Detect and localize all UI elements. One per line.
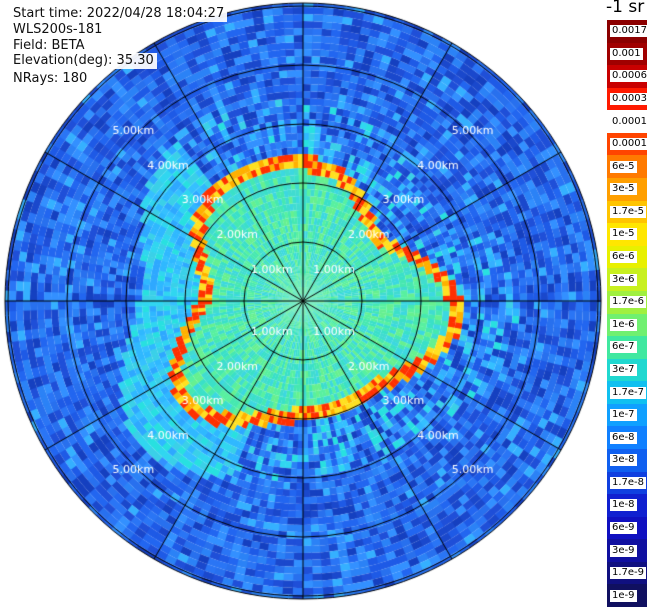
colorbar-swatch: 1e-9 — [607, 584, 647, 607]
colorbar-label: 1.7e-9 — [610, 567, 647, 580]
colorbar-label: 1.7e-5 — [610, 205, 647, 218]
colorbar-label: 0.0017 — [610, 25, 647, 38]
colorbar-label: 3e-6 — [610, 273, 637, 286]
colorbar-swatch: 1.7e-8 — [607, 471, 647, 495]
colorbar-swatch: 6e-9 — [607, 516, 647, 540]
colorbar-swatch: 6e-6 — [607, 245, 647, 269]
colorbar-swatch: 1.7e-5 — [607, 200, 647, 224]
colorbar-label: 1.7e-6 — [610, 296, 647, 309]
colorbar-label: 1e-7 — [610, 409, 637, 422]
colorbar-label: 1.7e-8 — [610, 476, 647, 489]
colorbar-swatch: 1.7e-7 — [607, 381, 647, 405]
colorbar-swatch: 1e-5 — [607, 223, 647, 247]
colorbar-swatch: 1.7e-9 — [607, 561, 647, 585]
colorbar-swatch: 0.001 — [607, 42, 647, 66]
colorbar-label: 6e-7 — [610, 341, 637, 354]
colorbar-swatch: 3e-6 — [607, 268, 647, 292]
colorbar-swatch: 6e-7 — [607, 336, 647, 360]
colorbar-swatch: 6e-5 — [607, 155, 647, 179]
colorbar-label: 1.7e-7 — [610, 386, 647, 399]
colorbar-swatch: 0.0003 — [607, 87, 647, 111]
colorbar-label: 6e-5 — [610, 160, 637, 173]
colorbar-label: 3e-5 — [610, 183, 637, 196]
colorbar: 0.0017 0.001 0.0006 0.0003 0.00017 0.0001 6e-5… — [607, 20, 647, 607]
colorbar-swatch: 1e-7 — [607, 403, 647, 427]
colorbar-swatch: 3e-8 — [607, 448, 647, 473]
colorbar-swatch: 0.0017 — [607, 20, 647, 44]
colorbar-label: 1e-6 — [610, 318, 637, 331]
colorbar-swatch: 1.7e-6 — [607, 290, 647, 314]
nrays-label: NRays: 180 — [10, 71, 91, 87]
colorbar-label: 0.00017 — [610, 115, 647, 128]
colorbar-swatch: 0.00017 — [607, 110, 647, 134]
colorbar-swatch: 1e-6 — [607, 313, 647, 337]
elevation-label: Elevation(deg): 35.30 — [10, 53, 157, 69]
colorbar-label: 6e-6 — [610, 251, 637, 264]
start-time-label: Start time: 2022/04/28 18:04:27 — [10, 6, 228, 22]
colorbar-label: 6e-8 — [610, 431, 637, 444]
colorbar-swatch: 3e-7 — [607, 358, 647, 382]
colorbar-title: -1 sr — [606, 0, 645, 17]
colorbar-label: 1e-5 — [610, 228, 637, 241]
colorbar-swatch: 0.0006 — [607, 65, 647, 89]
colorbar-swatch: 3e-5 — [607, 178, 647, 202]
colorbar-swatch: 6e-8 — [607, 426, 647, 450]
instrument-label: WLS200s-181 — [10, 22, 106, 38]
colorbar-label: 0.0001 — [610, 138, 647, 151]
colorbar-swatch: 3e-9 — [607, 539, 647, 563]
field-label: Field: BETA — [10, 38, 88, 54]
colorbar-label: 0.0006 — [610, 70, 647, 83]
colorbar-label: 1e-9 — [610, 589, 637, 602]
colorbar-label: 3e-8 — [610, 454, 637, 467]
colorbar-swatch: 0.0001 — [607, 132, 647, 156]
colorbar-label: 3e-7 — [610, 363, 637, 376]
colorbar-label: 3e-9 — [610, 544, 637, 557]
colorbar-label: 0.0003 — [610, 93, 647, 105]
colorbar-swatch: 1e-8 — [607, 494, 647, 518]
colorbar-label: 1e-8 — [610, 499, 637, 512]
colorbar-label: 6e-9 — [610, 521, 637, 534]
colorbar-label: 0.001 — [610, 47, 643, 60]
ppi-radar-plot — [0, 0, 606, 607]
